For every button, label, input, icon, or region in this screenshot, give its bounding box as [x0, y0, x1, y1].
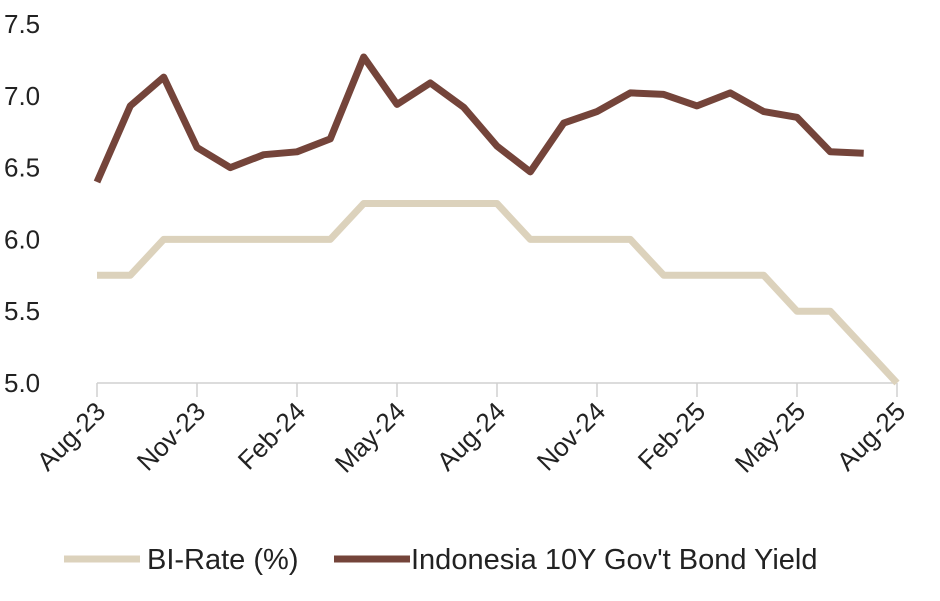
- x-tick-label: Nov-23: [131, 396, 211, 476]
- y-axis: 5.0 5.5 6.0 6.5 7.0 7.5: [4, 9, 40, 398]
- x-tick-label: Aug-25: [831, 396, 911, 476]
- x-tick-label: Aug-23: [31, 396, 111, 476]
- legend-label: Indonesia 10Y Gov't Bond Yield: [411, 544, 817, 576]
- y-tick-label: 7.0: [4, 81, 40, 111]
- x-axis: Aug-23 Nov-23 Feb-24 May-24 Aug-24 Nov-24 Feb-…: [31, 383, 911, 479]
- x-tick-label: May-24: [329, 396, 412, 479]
- x-tick-label: Aug-24: [431, 396, 511, 476]
- series-line-bi-rate: [97, 200, 900, 386]
- y-tick-label: 6.5: [4, 153, 40, 183]
- y-tick-label: 7.5: [4, 9, 40, 39]
- series-line-bond-yield: [93, 53, 864, 184]
- y-tick-label: 5.5: [4, 296, 40, 326]
- series-lines: [93, 53, 900, 386]
- legend: BI-Rate (%) Indonesia 10Y Gov't Bond Yiel…: [64, 544, 817, 576]
- y-tick-label: 6.0: [4, 224, 40, 254]
- x-tick-label: Nov-24: [531, 396, 611, 476]
- x-tick-label: May-25: [729, 396, 812, 479]
- y-tick-label: 5.0: [4, 368, 40, 398]
- x-tick-label: Feb-24: [232, 396, 311, 475]
- legend-label: BI-Rate (%): [147, 544, 298, 576]
- x-tick-label: Feb-25: [632, 396, 711, 475]
